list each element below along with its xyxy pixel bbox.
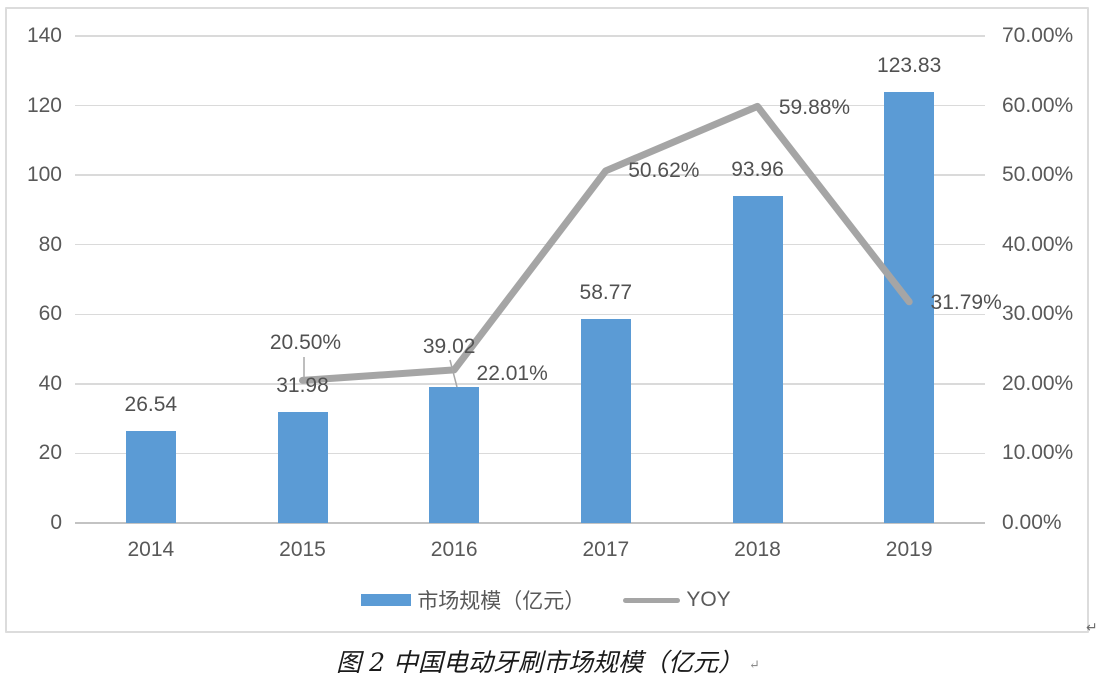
yoy-label-2016: 22.01% (476, 361, 548, 385)
gridline-60 (75, 313, 985, 316)
x-axis-tick-2018: 2018 (734, 538, 781, 561)
legend-label: 市场规模（亿元） (417, 590, 586, 613)
x-axis-tick-2015: 2015 (279, 538, 326, 561)
yoy-label-2018: 59.88% (778, 96, 851, 120)
bar-2015[interactable] (277, 411, 328, 523)
gridline-140 (75, 35, 985, 37)
left-axis-tick-140: 140 (26, 24, 62, 47)
bar-label-2017: 58.77 (579, 280, 633, 304)
x-axis-tick-2016: 2016 (430, 538, 478, 561)
bar-2018[interactable] (732, 196, 783, 523)
right-axis-tick-30.00%: 30.00% (1002, 302, 1074, 326)
legend-line-swatch-icon (623, 597, 681, 603)
right-axis-tick-70.00%: 70.00% (1002, 24, 1074, 47)
legend-entry-market-size[interactable]: 市场规模（亿元） (361, 585, 585, 615)
bar-2016[interactable] (429, 387, 480, 523)
bar-label-2019: 123.83 (877, 54, 942, 78)
x-axis-tick-2014: 2014 (127, 538, 175, 561)
right-axis-tick-0.00%: 0.00% (1002, 511, 1062, 534)
left-axis-tick-40: 40 (38, 371, 62, 395)
left-axis-tick-120: 120 (26, 93, 62, 117)
legend-label: YOY (686, 588, 731, 611)
gridline-20 (75, 452, 985, 455)
gridline-100 (75, 174, 985, 176)
x-axis-line (75, 522, 985, 524)
bar-2017[interactable] (580, 318, 631, 523)
left-axis-tick-0: 0 (50, 511, 62, 534)
legend-bar-swatch-icon (361, 594, 412, 606)
bar-label-2016: 39.02 (422, 335, 476, 359)
left-axis-tick-60: 60 (38, 302, 62, 326)
left-axis-tick-20: 20 (38, 441, 62, 465)
legend-entry-yoy[interactable]: YOY (623, 588, 731, 612)
x-axis-tick-2019: 2019 (885, 538, 933, 561)
caption-return-mark: ↵ (748, 658, 760, 673)
bar-label-2014: 26.54 (124, 392, 178, 416)
paragraph-return-mark: ↵ (1086, 619, 1096, 635)
yoy-label-2019: 31.79% (930, 290, 1002, 314)
chart-legend[interactable]: 市场规模（亿元） YOY (0, 586, 1092, 614)
figure-caption[interactable]: 图 2 中国电动牙刷市场规模（亿元） ↵ (0, 646, 1096, 680)
bar-2014[interactable] (125, 430, 176, 523)
bar-label-2015: 31.98 (276, 373, 329, 397)
right-axis-tick-20.00%: 20.00% (1002, 371, 1074, 395)
x-axis-tick-2017: 2017 (582, 538, 630, 561)
gridline-80 (75, 243, 985, 246)
yoy-label-2015: 20.50% (269, 331, 342, 355)
left-axis-tick-100: 100 (26, 163, 62, 187)
right-axis-tick-40.00%: 40.00% (1002, 232, 1074, 256)
left-axis-tick-80: 80 (38, 232, 62, 256)
right-axis-tick-10.00%: 10.00% (1002, 441, 1074, 465)
right-axis-tick-50.00%: 50.00% (1002, 163, 1074, 187)
figure-caption-text: 图 2 中国电动牙刷市场规模（亿元） (336, 648, 743, 677)
yoy-label-2017: 50.62% (628, 158, 700, 182)
right-axis-tick-60.00%: 60.00% (1002, 93, 1074, 117)
